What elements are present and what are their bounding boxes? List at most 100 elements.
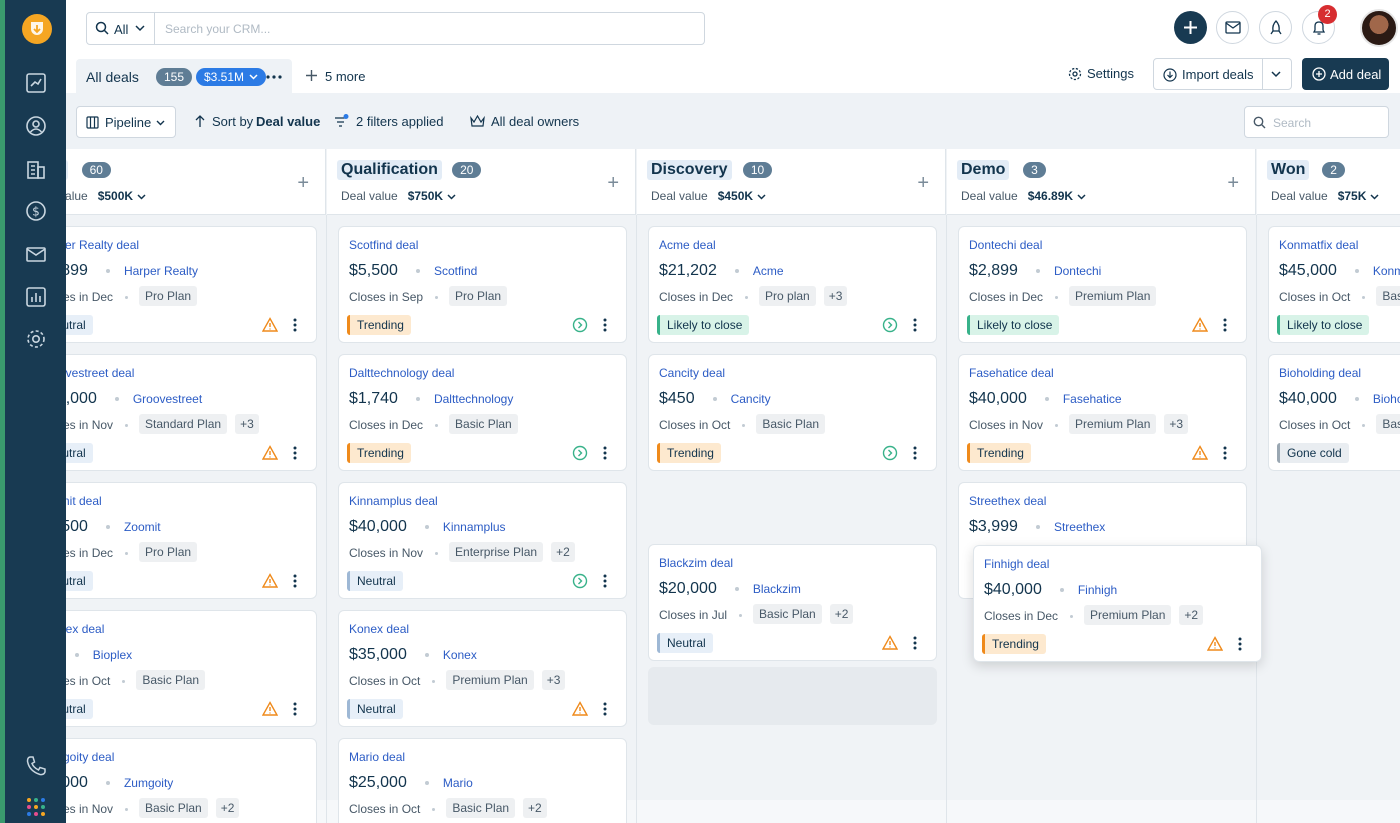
company-link[interactable]: Blackzim: [752, 582, 801, 596]
more-products-chip[interactable]: +3: [541, 670, 566, 690]
sort-button[interactable]: Sort by Deal value: [195, 114, 320, 130]
mail-button[interactable]: [1216, 11, 1249, 44]
company-link[interactable]: Zumgoity: [123, 776, 174, 790]
more-products-chip[interactable]: +2: [523, 798, 547, 818]
deal-title-link[interactable]: Scotfind deal: [349, 238, 419, 252]
deal-title-link[interactable]: Bioholding deal: [1279, 366, 1362, 380]
deal-card[interactable]: Konex deal $35,000 Konex Closes in Oct Premi…: [338, 610, 627, 727]
deal-title-link[interactable]: Kinnamplus deal: [349, 494, 438, 508]
user-avatar[interactable]: [1360, 9, 1398, 47]
activity-ok-icon[interactable]: [572, 317, 588, 333]
card-menu-icon[interactable]: [292, 445, 298, 461]
owners-button[interactable]: All deal owners: [470, 114, 580, 130]
column-deal-value[interactable]: Deal value $450K: [651, 189, 766, 203]
accounts-icon[interactable]: [24, 157, 48, 181]
column-deal-value[interactable]: Deal value $750K: [341, 189, 456, 203]
app-logo[interactable]: [22, 14, 52, 44]
company-link[interactable]: Konmatfix: [1372, 264, 1400, 278]
activity-ok-icon[interactable]: [882, 317, 898, 333]
deal-card[interactable]: Kinnamplus deal $40,000 Kinnamplus Closes i…: [338, 482, 627, 599]
dashboard-icon[interactable]: [24, 71, 48, 95]
activity-ok-icon[interactable]: [572, 445, 588, 461]
more-options-icon[interactable]: [266, 75, 282, 79]
deal-card[interactable]: Bioholding deal $40,000 Bioholding Closes i…: [1268, 354, 1400, 471]
reports-icon[interactable]: [24, 285, 48, 309]
quick-add-button[interactable]: [1174, 11, 1207, 44]
activity-ok-icon[interactable]: [572, 573, 588, 589]
add-to-column-button[interactable]: +: [1227, 172, 1239, 194]
company-link[interactable]: Mario: [442, 776, 473, 790]
more-products-chip[interactable]: +3: [1164, 414, 1189, 434]
chevron-down-icon[interactable]: [1271, 71, 1281, 78]
company-link[interactable]: Acme: [752, 264, 784, 278]
deal-card[interactable]: Fasehatice deal $40,000 Fasehatice Closes i…: [958, 354, 1247, 471]
deal-card[interactable]: Groovestreet deal $40,000 Groovestreet Clos…: [66, 354, 317, 471]
more-products-chip[interactable]: +2: [551, 542, 575, 562]
more-products-chip[interactable]: +3: [235, 414, 259, 434]
deal-title-link[interactable]: Zumgoity deal: [66, 750, 115, 764]
warning-icon[interactable]: [1192, 445, 1208, 461]
board-search-input[interactable]: Search: [1273, 116, 1312, 130]
more-products-chip[interactable]: +2: [1179, 605, 1204, 625]
deal-card[interactable]: Finhigh deal $40,000 Finhigh Closes in Dec P…: [973, 545, 1262, 662]
company-link[interactable]: Dalttechnology: [433, 392, 514, 406]
deal-title-link[interactable]: Fasehatice deal: [969, 366, 1054, 380]
deal-card[interactable]: Blackzim deal $20,000 Blackzim Closes in Ju…: [648, 544, 937, 661]
card-menu-icon[interactable]: [1222, 317, 1228, 333]
warning-icon[interactable]: [1207, 636, 1223, 652]
deal-title-link[interactable]: Konex deal: [349, 622, 410, 636]
add-deal-button[interactable]: Add deal: [1302, 58, 1389, 90]
column-deal-value[interactable]: Deal value $46.89K: [961, 189, 1086, 203]
deals-icon[interactable]: $: [24, 199, 48, 223]
phone-icon[interactable]: [24, 754, 48, 778]
add-to-column-button[interactable]: +: [607, 172, 619, 194]
company-link[interactable]: Scotfind: [433, 264, 478, 278]
search-input[interactable]: Search your CRM...: [165, 22, 271, 36]
card-menu-icon[interactable]: [292, 573, 298, 589]
deal-card[interactable]: Acme deal $21,202 Acme Closes in Dec Pro pla…: [648, 226, 937, 343]
company-link[interactable]: Harper Realty: [123, 264, 198, 278]
deal-card[interactable]: Scotfind deal $5,500 Scotfind Closes in Sep…: [338, 226, 627, 343]
deal-title-link[interactable]: Acme deal: [659, 238, 716, 252]
card-menu-icon[interactable]: [1222, 445, 1228, 461]
column-deal-value[interactable]: Deal value $75K: [1271, 189, 1379, 203]
warning-icon[interactable]: [572, 701, 588, 717]
warning-icon[interactable]: [1192, 317, 1208, 333]
deal-title-link[interactable]: Zoomit deal: [66, 494, 102, 508]
card-menu-icon[interactable]: [602, 317, 608, 333]
deal-title-link[interactable]: Dalttechnology deal: [349, 366, 455, 380]
import-deals-button[interactable]: Import deals: [1153, 58, 1292, 90]
deal-card[interactable]: Dontechi deal $2,899 Dontechi Closes in Dec…: [958, 226, 1247, 343]
deal-card[interactable]: Dalttechnology deal $1,740 Dalttechnology C…: [338, 354, 627, 471]
warning-icon[interactable]: [262, 317, 278, 333]
company-link[interactable]: Cancity: [730, 392, 771, 406]
deal-card[interactable]: Zumgoity deal $1,000 Zumgoity Closes in Nov…: [66, 738, 317, 823]
settings-icon[interactable]: [24, 327, 48, 351]
view-select[interactable]: Pipeline: [76, 106, 176, 138]
deal-title-link[interactable]: Blackzim deal: [659, 556, 734, 570]
warning-icon[interactable]: [262, 701, 278, 717]
more-products-chip[interactable]: +2: [215, 798, 240, 818]
more-products-chip[interactable]: +3: [823, 286, 848, 306]
card-menu-icon[interactable]: [602, 701, 608, 717]
company-link[interactable]: Groovestreet: [132, 392, 203, 406]
warning-icon[interactable]: [882, 635, 898, 651]
search-scope-select[interactable]: All: [87, 13, 155, 44]
company-link[interactable]: Zoomit: [123, 520, 161, 534]
deal-card[interactable]: Harper Realty deal $2,899 Harper Realty Clo…: [66, 226, 317, 343]
activity-ok-icon[interactable]: [882, 445, 898, 461]
deal-card[interactable]: Konmatfix deal $45,000 Konmatfix Closes in …: [1268, 226, 1400, 343]
more-products-chip[interactable]: +2: [829, 604, 854, 624]
deal-title-link[interactable]: Streethex deal: [969, 494, 1047, 508]
add-to-column-button[interactable]: +: [297, 172, 309, 194]
company-link[interactable]: Konex: [442, 648, 477, 662]
warning-icon[interactable]: [262, 573, 278, 589]
deal-title-link[interactable]: Konmatfix deal: [1279, 238, 1359, 252]
company-link[interactable]: Finhigh: [1077, 583, 1118, 597]
deal-title-link[interactable]: Bioplex deal: [66, 622, 105, 636]
deal-title-link[interactable]: Dontechi deal: [969, 238, 1043, 252]
company-link[interactable]: Kinnamplus: [442, 520, 506, 534]
company-link[interactable]: Bioplex: [92, 648, 133, 662]
apps-grid-icon[interactable]: [24, 795, 48, 819]
card-menu-icon[interactable]: [602, 573, 608, 589]
